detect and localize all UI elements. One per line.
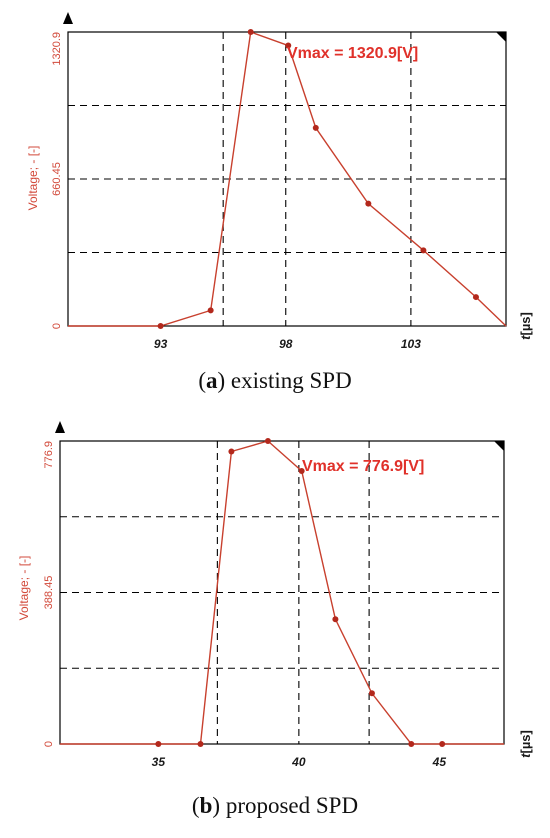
data-point-a-4 [285,42,292,49]
grid-lines-b [60,440,504,744]
series-voltage-a [68,29,507,329]
series-voltage-b [60,438,504,747]
data-point-a-3 [247,29,254,35]
data-point-b-2 [197,741,204,747]
plot-area-a [63,12,507,329]
y-tick-b-2: 776.9 [43,441,55,469]
caption-b: (b) proposed SPD [192,793,358,818]
y-axis-b: Voltage; - [-] 0 388.45 776.9 [17,441,55,747]
x-tick-b-1: 40 [291,755,306,769]
corner-marker-b [494,441,504,451]
vmax-annotation-a: Vmax = 1320.9[V] [287,45,418,62]
x-tick-labels-b: 35 40 45 [152,755,447,769]
data-point-a-1 [157,323,164,329]
chart-panel-a: Voltage; - [-] 0 660.45 1320.9 93 98 103 t[µ… [26,12,533,393]
data-point-a-8 [472,294,479,301]
y-axis-label-b: Voltage; - [-] [17,556,31,621]
series-line-a [68,31,507,327]
y-axis-arrow-a [63,12,73,24]
data-point-b-3 [228,448,235,455]
data-point-b-4 [264,438,271,444]
data-point-b-9 [439,741,446,747]
x-tick-a-2: 103 [401,337,421,351]
grid-lines-a [68,31,506,326]
y-axis-arrow-b [55,421,65,433]
y-tick-b-1: 388.45 [43,576,55,610]
x-tick-a-1: 98 [279,337,293,351]
y-tick-a-0: 0 [51,323,63,329]
x-tick-a-0: 93 [154,337,168,351]
y-tick-a-2: 1320.9 [51,32,63,66]
data-point-b-5 [298,467,305,474]
data-point-b-8 [408,741,415,747]
data-point-b-1 [155,741,162,747]
data-point-a-5 [312,124,319,131]
y-axis-a: Voltage; - [-] 0 660.45 1320.9 [26,32,63,329]
data-point-b-7 [368,690,375,697]
x-tick-b-0: 35 [152,755,166,769]
chart-panel-b: Voltage; - [-] 0 388.45 776.9 35 40 45 t[µs]… [17,421,533,818]
x-tick-b-2: 45 [432,755,447,769]
vmax-annotation-b: Vmax = 776.9[V] [302,458,424,475]
x-axis-unit-a: t[µs] [518,312,533,340]
x-tick-labels-a: 93 98 103 [154,337,421,351]
plot-area-b [55,421,505,747]
data-point-a-2 [207,307,214,314]
y-tick-labels-b: 0 388.45 776.9 [43,441,55,747]
corner-marker-a [496,32,506,42]
y-axis-label-a: Voltage; - [-] [26,146,40,211]
data-point-a-6 [365,200,372,207]
y-tick-a-1: 660.45 [51,162,63,196]
data-point-b-6 [332,616,339,623]
y-tick-b-0: 0 [43,741,55,747]
y-tick-labels-a: 0 660.45 1320.9 [51,32,63,329]
data-point-a-7 [420,247,427,254]
caption-a: (a) existing SPD [198,368,351,393]
x-axis-unit-b: t[µs] [518,730,533,758]
